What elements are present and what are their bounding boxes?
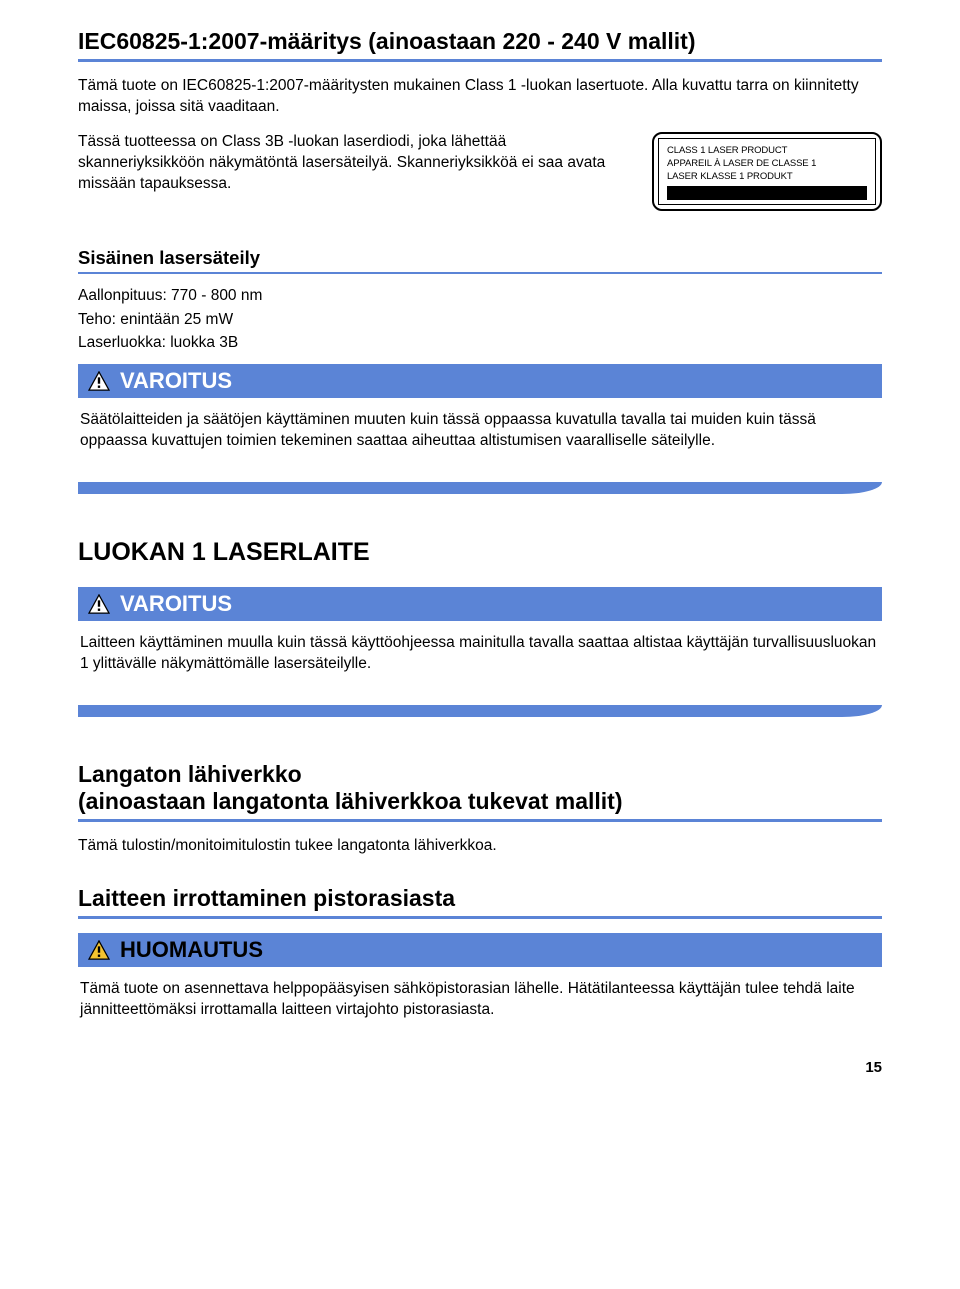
laser-classification-label: CLASS 1 LASER PRODUCT APPAREIL À LASER D… [652, 132, 882, 212]
alert-header: VAROITUS [78, 364, 882, 398]
section-title-line1: Langaton lähiverkko [78, 761, 302, 787]
paragraph: Tämä tuote on IEC60825-1:2007-määrityste… [78, 76, 882, 118]
section-rule [78, 819, 882, 822]
warning-alert: VAROITUS Laitteen käyttäminen muulla kui… [78, 587, 882, 717]
section-title: IEC60825-1:2007-määritys (ainoastaan 220… [78, 28, 882, 55]
paragraph: Tämä tulostin/monitoimitulostin tukee la… [78, 836, 882, 857]
alert-title: VAROITUS [120, 591, 232, 617]
alert-body: Tämä tuote on asennettava helppopääsyise… [78, 967, 882, 1021]
caution-icon [88, 940, 110, 960]
section-heading: LUOKAN 1 LASERLAITE [78, 538, 882, 567]
section-rule [78, 916, 882, 919]
subsection-title: Sisäinen lasersäteily [78, 247, 882, 269]
laser-label-blackbar [667, 186, 867, 200]
spec-line: Laserluokka: luokka 3B [78, 331, 882, 354]
laser-label-line: APPAREIL À LASER DE CLASSE 1 [667, 158, 867, 170]
warning-icon [88, 594, 110, 614]
spec-line: Teho: enintään 25 mW [78, 308, 882, 331]
alert-footer-bar [78, 482, 882, 494]
warning-alert: VAROITUS Säätölaitteiden ja säätöjen käy… [78, 364, 882, 494]
laser-label-line: LASER KLASSE 1 PRODUKT [667, 171, 867, 183]
laser-label-line: CLASS 1 LASER PRODUCT [667, 145, 867, 157]
section-title: Langaton lähiverkko (ainoastaan langaton… [78, 761, 882, 815]
alert-body: Laitteen käyttäminen muulla kuin tässä k… [78, 621, 882, 675]
spec-line: Aallonpituus: 770 - 800 nm [78, 284, 882, 307]
alert-body: Säätölaitteiden ja säätöjen käyttäminen … [78, 398, 882, 452]
caution-alert: HUOMAUTUS Tämä tuote on asennettava help… [78, 933, 882, 1037]
paragraph: Tässä tuotteessa on Class 3B -luokan las… [78, 132, 628, 195]
section-title-line2: (ainoastaan langatonta lähiverkkoa tukev… [78, 788, 623, 814]
warning-icon [88, 371, 110, 391]
alert-title: VAROITUS [120, 368, 232, 394]
alert-header: HUOMAUTUS [78, 933, 882, 967]
page-number: 15 [78, 1059, 882, 1076]
section-rule [78, 59, 882, 62]
paragraph-with-label: Tässä tuotteessa on Class 3B -luokan las… [78, 132, 882, 212]
alert-footer-bar [78, 705, 882, 717]
alert-header: VAROITUS [78, 587, 882, 621]
alert-title: HUOMAUTUS [120, 937, 263, 963]
subsection-rule [78, 272, 882, 274]
laser-label-inner: CLASS 1 LASER PRODUCT APPAREIL À LASER D… [658, 138, 876, 206]
section-title: Laitteen irrottaminen pistorasiasta [78, 885, 882, 912]
